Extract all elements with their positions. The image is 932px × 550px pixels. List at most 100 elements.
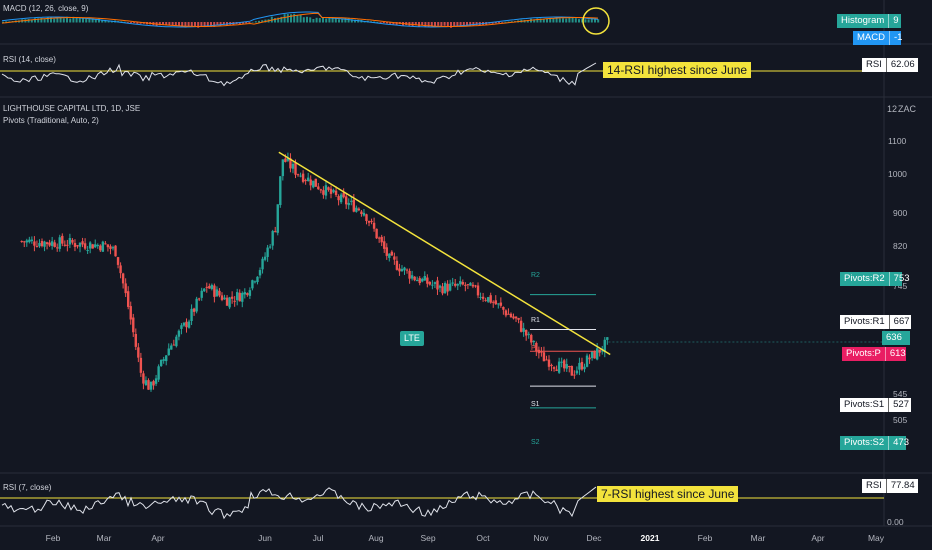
candle-body <box>230 296 234 299</box>
candle-body <box>555 369 558 371</box>
candle-body <box>540 351 543 353</box>
candle-body <box>274 231 277 233</box>
macd-histogram-bar <box>91 18 94 23</box>
macd-histogram-bar <box>456 22 459 27</box>
candle-body <box>119 265 122 274</box>
candle-body <box>304 180 307 182</box>
candle-body <box>512 316 515 319</box>
candle-body <box>104 243 107 245</box>
macd-histogram-bar <box>354 19 356 23</box>
candle-body <box>58 237 61 249</box>
candle-body <box>172 344 176 346</box>
macd-histogram-bar <box>286 14 289 23</box>
pivot-p-tag: Pivots:P 613 <box>842 347 906 361</box>
time-tick: Apr <box>811 533 825 543</box>
candle-body <box>355 207 358 212</box>
macd-histogram-bar <box>587 19 590 23</box>
macd-histogram-bar <box>312 18 315 23</box>
macd-histogram-bar <box>34 18 36 23</box>
macd-histogram-bar <box>245 22 248 24</box>
candle-body <box>517 318 520 320</box>
candle-body <box>476 285 480 296</box>
candle-body <box>433 282 437 284</box>
candle-body <box>241 293 244 302</box>
macd-histogram-bar <box>328 17 331 23</box>
time-tick: Oct <box>476 533 490 543</box>
rsi7-annotation[interactable]: 7-RSI highest since June <box>597 486 739 502</box>
pivot-p-value: 613 <box>884 347 906 361</box>
time-tick: Apr <box>151 533 165 543</box>
price-tick: 505 <box>893 415 908 425</box>
candle-body <box>502 306 505 310</box>
macd-histogram-bar <box>325 18 328 23</box>
macd-histogram-bar <box>450 22 452 28</box>
macd-histogram-bar <box>168 22 171 26</box>
macd-histogram-bar <box>344 18 347 23</box>
candle-body <box>185 321 188 328</box>
candle-body <box>218 290 221 296</box>
macd-histogram-bar <box>280 16 283 23</box>
macd-pane-title: MACD (12, 26, close, 9) <box>3 4 89 13</box>
candle-body <box>342 192 345 198</box>
macd-histogram-bar <box>331 17 334 23</box>
candle-body <box>38 242 41 247</box>
candle-body <box>200 290 203 298</box>
candle-body <box>322 190 325 195</box>
candle-body <box>268 246 272 248</box>
macd-histogram-bar <box>139 22 142 24</box>
macd-histogram-bar <box>197 22 200 28</box>
rsi7-value: 77.84 <box>885 479 915 493</box>
candle-body <box>405 269 409 271</box>
candle-body <box>25 240 28 243</box>
candle-body <box>456 283 459 286</box>
macd-histogram-bar <box>302 17 305 23</box>
candle-body <box>438 285 442 288</box>
candle-body <box>299 175 302 177</box>
macd-histogram-bar <box>594 18 596 23</box>
macd-histogram-bar <box>123 21 126 23</box>
macd-histogram-bar <box>75 17 78 23</box>
macd-histogram-bar <box>382 22 385 24</box>
time-tick: May <box>867 533 885 543</box>
macd-histogram-bar <box>50 17 52 23</box>
pivot-s2-label: Pivots:S2 <box>844 437 885 448</box>
symbol-badge[interactable]: LTE <box>400 331 424 346</box>
macd-histogram-bar <box>82 18 84 23</box>
histogram-label: Histogram <box>841 15 885 26</box>
macd-histogram-bar <box>130 22 132 23</box>
rsi14-value-tag: RSI 62.06 <box>862 58 918 72</box>
candle-body <box>357 208 361 211</box>
macd-histogram-bar <box>283 14 286 23</box>
macd-histogram-bar <box>251 21 254 23</box>
candle-body <box>86 250 89 252</box>
candle-body <box>390 251 394 256</box>
rsi14-label: RSI <box>866 59 882 70</box>
candle-body <box>253 281 257 283</box>
candle-body <box>197 298 201 300</box>
candle-body <box>294 162 297 175</box>
candle-body <box>522 328 525 332</box>
candle-body <box>552 367 556 369</box>
candle-body <box>124 283 127 294</box>
currency-label: ZAC <box>898 104 916 114</box>
price-tick: 820 <box>893 241 908 251</box>
candle-body <box>78 242 82 247</box>
macd-histogram-bar <box>194 22 196 26</box>
candle-body <box>139 357 143 373</box>
rsi14-line <box>1 62 597 87</box>
candle-body <box>243 292 247 295</box>
candle-body <box>347 202 350 206</box>
time-tick: Jun <box>258 533 272 543</box>
macd-histogram-bar <box>200 22 203 27</box>
candle-body <box>284 158 287 162</box>
macd-histogram-bar <box>222 22 225 25</box>
candle-body <box>126 291 130 307</box>
candle-body <box>484 299 487 301</box>
macd-histogram-bar <box>373 21 376 23</box>
candle-body <box>459 281 462 285</box>
macd-label: MACD <box>857 32 885 43</box>
candle-body <box>410 275 414 279</box>
candle-body <box>398 268 401 272</box>
rsi14-annotation[interactable]: 14-RSI highest since June <box>603 62 752 78</box>
